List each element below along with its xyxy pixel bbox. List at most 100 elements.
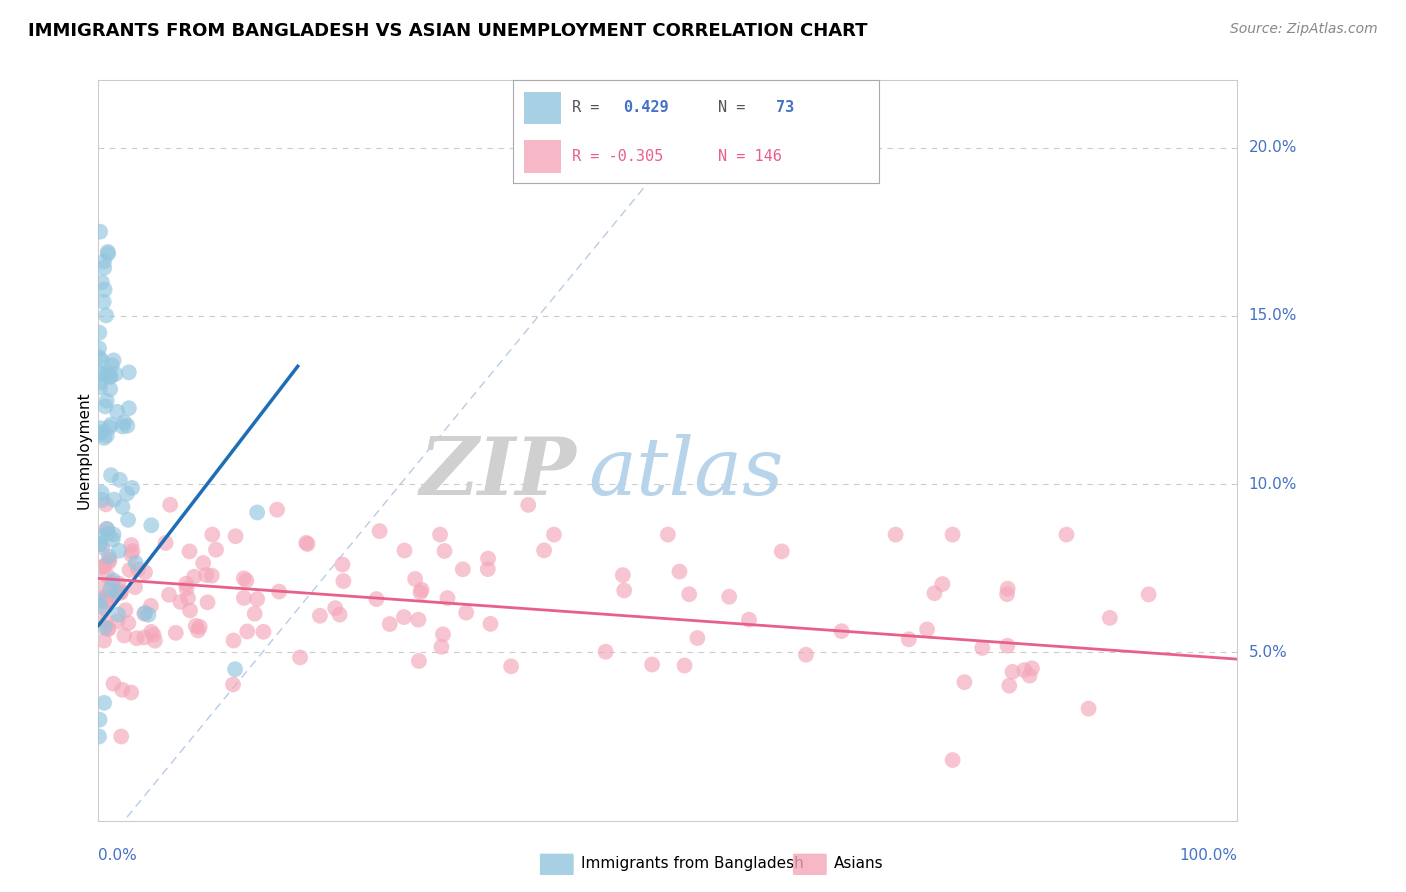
- Point: [125, 632, 148, 646]
- Point: [93, 620, 115, 634]
- Point: [107, 615, 129, 629]
- Point: [411, 582, 433, 597]
- Point: [232, 571, 254, 585]
- Point: [93, 696, 115, 710]
- Text: IMMIGRANTS FROM BANGLADESH VS ASIAN UNEMPLOYMENT CORRELATION CHART: IMMIGRANTS FROM BANGLADESH VS ASIAN UNEM…: [28, 22, 868, 40]
- Point: [89, 365, 111, 379]
- Point: [121, 481, 143, 495]
- Point: [120, 685, 142, 699]
- Point: [613, 583, 636, 598]
- Point: [111, 682, 134, 697]
- Point: [103, 589, 125, 603]
- Text: 15.0%: 15.0%: [1249, 309, 1296, 323]
- Point: [222, 633, 245, 648]
- Point: [246, 592, 269, 607]
- Point: [174, 576, 197, 591]
- Text: R = -0.305: R = -0.305: [572, 149, 664, 164]
- Point: [295, 536, 318, 550]
- Point: [224, 662, 246, 676]
- Y-axis label: Unemployment: Unemployment: [76, 392, 91, 509]
- Point: [236, 624, 259, 639]
- Point: [141, 518, 163, 533]
- Point: [392, 610, 415, 624]
- Point: [479, 616, 502, 631]
- Point: [543, 527, 565, 541]
- Point: [97, 556, 120, 570]
- Point: [134, 631, 156, 645]
- Point: [134, 606, 156, 620]
- Point: [97, 526, 120, 541]
- Point: [101, 533, 124, 547]
- Point: [89, 561, 111, 575]
- Point: [456, 606, 478, 620]
- Point: [97, 366, 120, 380]
- Point: [678, 587, 700, 601]
- Point: [235, 574, 257, 588]
- Point: [93, 559, 115, 574]
- Text: ZIP: ZIP: [420, 434, 576, 511]
- Point: [117, 616, 139, 631]
- Point: [1018, 668, 1040, 682]
- Point: [451, 562, 474, 576]
- Point: [89, 326, 111, 340]
- Point: [246, 506, 269, 520]
- Text: Source: ZipAtlas.com: Source: ZipAtlas.com: [1230, 22, 1378, 37]
- Point: [111, 419, 134, 434]
- Point: [159, 498, 181, 512]
- Point: [641, 657, 664, 672]
- Point: [232, 591, 254, 605]
- Point: [97, 622, 120, 636]
- Text: Asians: Asians: [834, 856, 883, 871]
- Point: [176, 582, 198, 596]
- Point: [686, 631, 709, 645]
- Point: [108, 473, 131, 487]
- Point: [118, 365, 141, 379]
- Point: [91, 492, 114, 507]
- Point: [93, 601, 115, 615]
- Point: [100, 358, 122, 372]
- Point: [103, 587, 125, 601]
- Point: [117, 513, 139, 527]
- Point: [87, 730, 110, 744]
- Point: [157, 588, 180, 602]
- Point: [96, 522, 118, 536]
- Bar: [524, 140, 561, 173]
- Point: [673, 658, 696, 673]
- Point: [269, 584, 291, 599]
- Point: [90, 275, 112, 289]
- Point: [433, 544, 456, 558]
- Point: [94, 400, 117, 414]
- Point: [97, 247, 120, 261]
- Point: [93, 283, 115, 297]
- Point: [517, 498, 540, 512]
- Point: [1077, 701, 1099, 715]
- Point: [112, 628, 135, 642]
- Point: [195, 568, 218, 582]
- Point: [93, 294, 115, 309]
- Point: [104, 367, 127, 381]
- Point: [98, 370, 121, 384]
- Point: [187, 624, 209, 638]
- Point: [120, 548, 142, 562]
- Point: [366, 592, 388, 607]
- Text: 5.0%: 5.0%: [1249, 645, 1286, 660]
- Point: [117, 418, 139, 433]
- Point: [134, 566, 156, 580]
- Point: [98, 582, 121, 597]
- Point: [429, 527, 451, 541]
- Point: [87, 593, 110, 607]
- Text: 73: 73: [776, 101, 794, 115]
- Point: [533, 543, 555, 558]
- Point: [90, 485, 112, 500]
- Point: [93, 260, 115, 275]
- Point: [105, 585, 128, 599]
- Point: [103, 492, 125, 507]
- Text: 0.429: 0.429: [623, 101, 668, 115]
- Point: [103, 353, 125, 368]
- Point: [297, 537, 319, 551]
- Point: [94, 595, 117, 609]
- Point: [96, 622, 118, 636]
- Point: [288, 650, 311, 665]
- Point: [97, 244, 120, 259]
- Point: [107, 607, 129, 622]
